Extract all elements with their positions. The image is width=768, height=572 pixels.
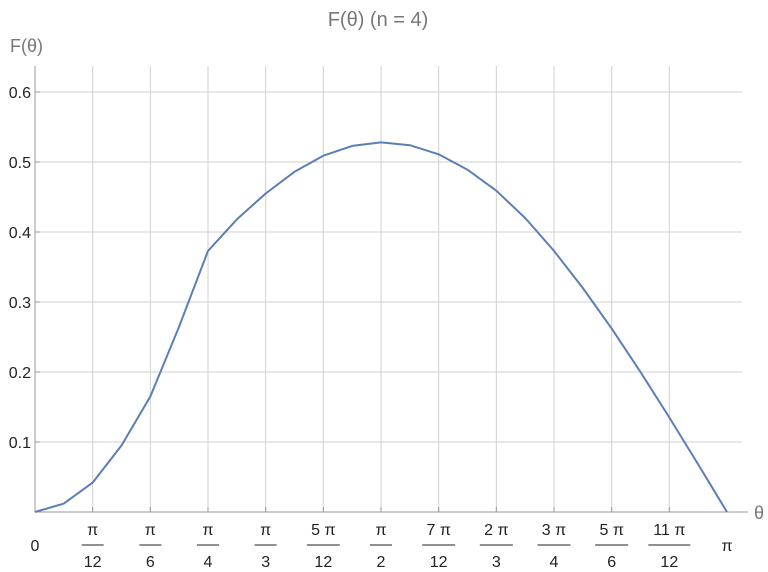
x-tick-denominator: 3: [261, 554, 270, 571]
x-tick-label: 0: [31, 538, 40, 555]
gridlines: [35, 66, 742, 512]
y-tick-label: 0.5: [9, 155, 31, 172]
chart-title: F(θ) (n = 4): [328, 9, 429, 31]
x-tick-denominator: 4: [204, 554, 213, 571]
x-tick-numerator: π: [202, 522, 213, 539]
series-line: [34, 141, 728, 513]
x-axis-label: θ: [754, 503, 764, 523]
x-tick-numerator: 5 π: [311, 522, 335, 539]
y-tick-label: 0.6: [9, 85, 31, 102]
x-tick-denominator: 12: [314, 554, 332, 571]
x-tick-numerator: π: [375, 522, 386, 539]
x-tick-numerator: 5 π: [599, 522, 623, 539]
y-axis-label: F(θ): [10, 36, 43, 56]
x-tick-denominator: 6: [146, 554, 155, 571]
x-tick-label: π: [721, 538, 732, 555]
x-tick-numerator: π: [87, 522, 98, 539]
x-tick-numerator: π: [145, 522, 156, 539]
series-layer: [34, 141, 728, 513]
y-tick-label: 0.3: [9, 295, 31, 312]
x-tick-denominator: 6: [607, 554, 616, 571]
x-tick-denominator: 12: [660, 554, 678, 571]
x-tick-denominator: 4: [550, 554, 559, 571]
x-tick-denominator: 12: [430, 554, 448, 571]
y-tick-label: 0.1: [9, 435, 31, 452]
x-tick-numerator: 2 π: [484, 522, 508, 539]
x-tick-numerator: 3 π: [542, 522, 566, 539]
x-tick-numerator: π: [260, 522, 271, 539]
x-tick-denominator: 12: [84, 554, 102, 571]
y-tick-label: 0.2: [9, 365, 31, 382]
y-tick-label: 0.4: [9, 225, 31, 242]
x-tick-denominator: 3: [492, 554, 501, 571]
x-tick-numerator: 11 π: [653, 522, 685, 539]
axes: [34, 66, 748, 513]
x-tick-numerator: 7 π: [426, 522, 450, 539]
x-tick-denominator: 2: [377, 554, 386, 571]
tick-labels: 0.1 0.2 0.3 0.4 0.5 0.6 0 π 12 π 6 π 4 π 3 5 π 12 π 2 7 π 12…: [9, 85, 733, 571]
